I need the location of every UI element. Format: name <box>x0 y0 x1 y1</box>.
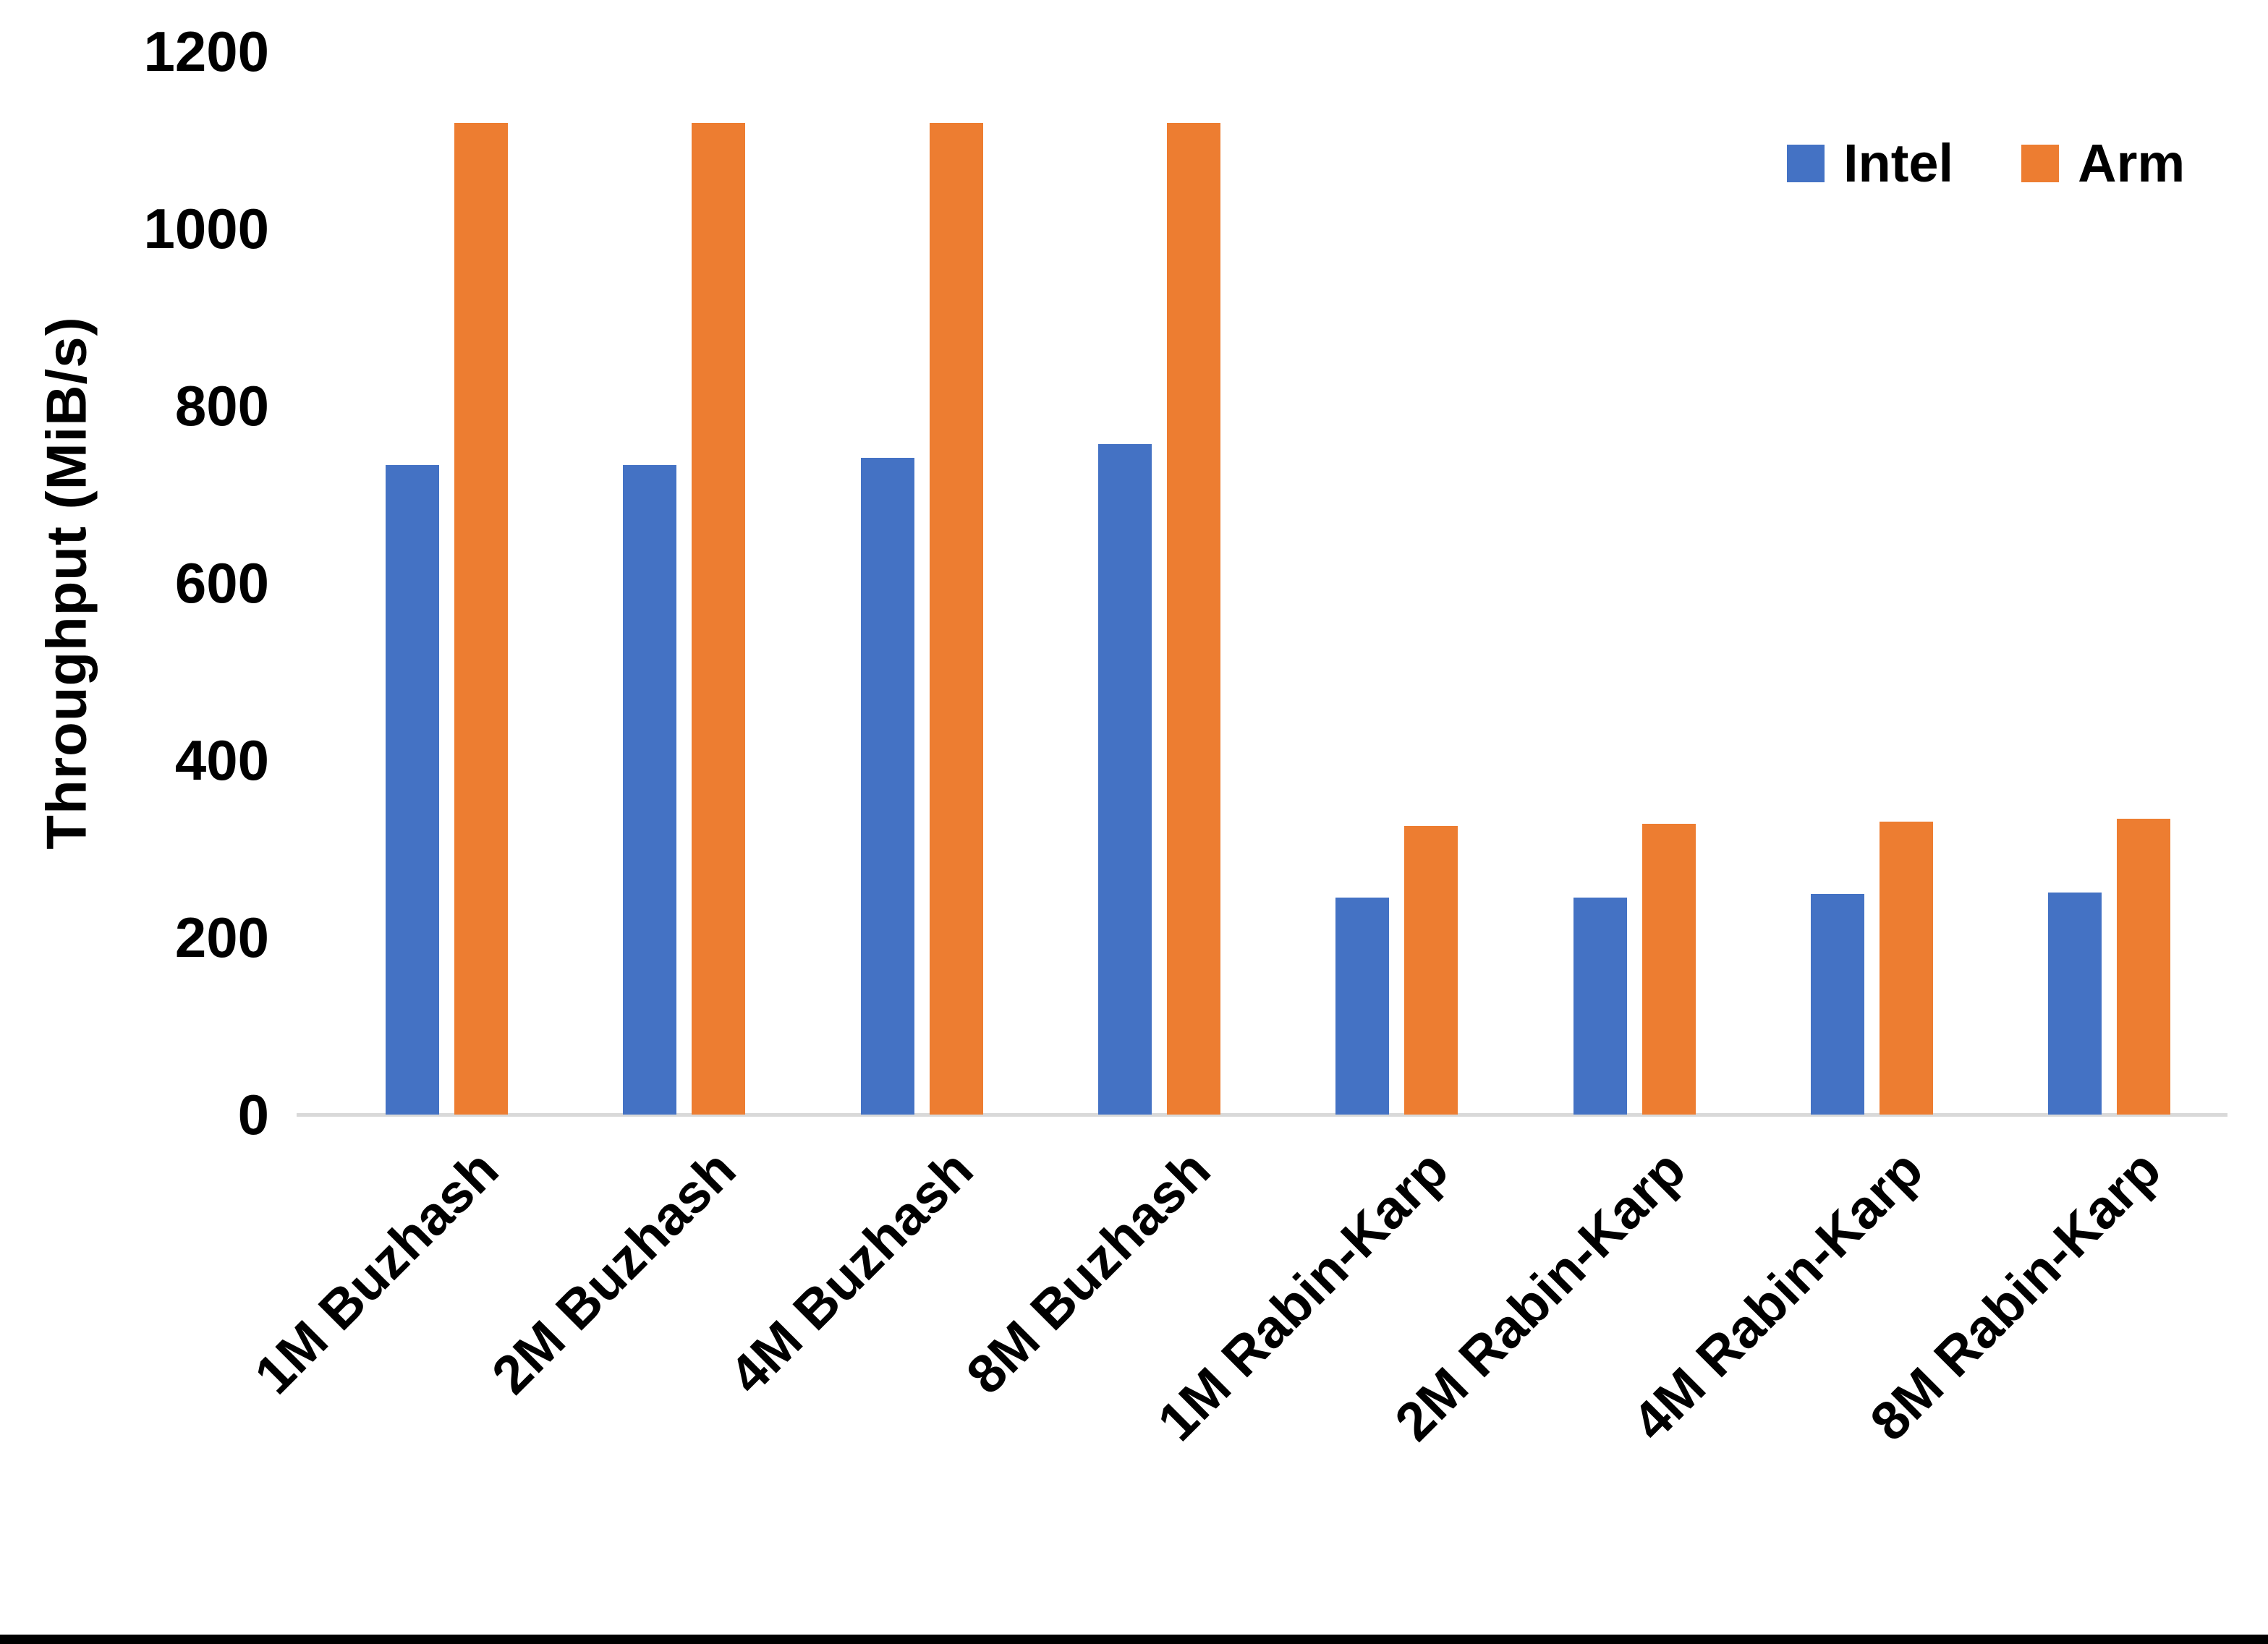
legend-swatch-intel <box>1787 145 1825 182</box>
bar-intel-4m-rabin-karp <box>1810 893 1864 1115</box>
bar-arm-4m-rabin-karp <box>1879 821 1933 1115</box>
bar-arm-8m-rabin-karp <box>2117 818 2171 1115</box>
bar-intel-4m-buzhash <box>860 458 914 1115</box>
legend: Intel Arm <box>1787 133 2186 193</box>
bar-arm-2m-buzhash <box>692 123 746 1115</box>
x-axis-line <box>297 1113 2227 1117</box>
y-tick-label-0: 0 <box>237 1083 269 1146</box>
bar-intel-8m-rabin-karp <box>2048 892 2102 1115</box>
legend-swatch-arm <box>2021 145 2060 182</box>
y-tick-label-400: 400 <box>174 728 269 792</box>
bar-arm-4m-buzhash <box>929 123 983 1115</box>
y-tick-label-600: 600 <box>174 551 269 615</box>
bar-intel-2m-buzhash <box>623 465 677 1115</box>
bar-arm-1m-rabin-karp <box>1404 825 1458 1115</box>
y-tick-label-800: 800 <box>174 374 269 438</box>
y-tick-label-1200: 1200 <box>143 20 269 83</box>
bar-intel-8m-buzhash <box>1097 443 1152 1115</box>
bar-arm-2m-rabin-karp <box>1641 824 1696 1115</box>
legend-label-intel: Intel <box>1843 133 1954 193</box>
bar-intel-1m-buzhash <box>386 465 439 1115</box>
y-tick-label-200: 200 <box>174 906 269 969</box>
legend-item-intel: Intel <box>1787 133 1954 193</box>
bar-intel-1m-rabin-karp <box>1335 897 1390 1115</box>
bar-arm-1m-buzhash <box>454 123 508 1115</box>
bar-intel-2m-rabin-karp <box>1573 897 1627 1115</box>
bottom-border-bar <box>0 1635 2268 1644</box>
legend-item-arm: Arm <box>2021 133 2186 193</box>
legend-label-arm: Arm <box>2078 133 2186 193</box>
bar-arm-8m-buzhash <box>1166 123 1220 1115</box>
y-tick-label-1000: 1000 <box>143 197 269 260</box>
